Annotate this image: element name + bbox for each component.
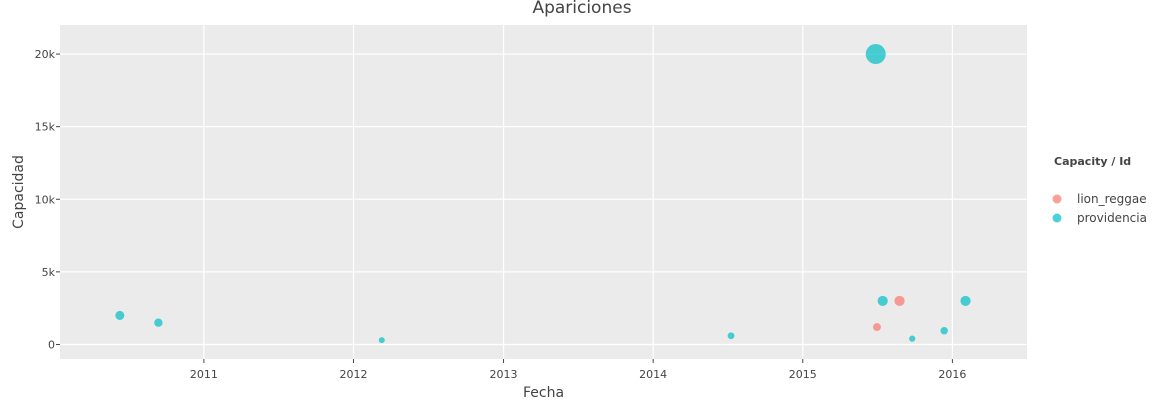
data-point-providencia [154, 318, 163, 327]
data-point-providencia [378, 337, 385, 344]
legend-marker-lion_reggae [1052, 194, 1062, 204]
data-point-providencia [877, 295, 888, 307]
y-tick-label: 5k [42, 266, 56, 279]
x-tick-label: 2014 [639, 368, 667, 381]
legend-title: Capacity / Id [1054, 155, 1131, 168]
legend-marker-providencia [1052, 213, 1062, 223]
legend-label-lion_reggae: lion_reggae [1077, 192, 1147, 206]
legend-label-providencia: providencia [1077, 211, 1147, 225]
data-point-lion_reggae [873, 323, 881, 332]
chart-title: Apariciones [532, 0, 631, 18]
plot-background [60, 25, 1027, 359]
x-tick-label: 2013 [490, 368, 518, 381]
x-tick-label: 2011 [190, 368, 218, 381]
x-tick-label: 2016 [938, 368, 966, 381]
y-tick-label: 20k [35, 48, 56, 61]
data-point-providencia [727, 332, 735, 340]
data-point-providencia [909, 335, 916, 342]
y-tick-label: 0 [48, 338, 55, 351]
x-axis: 2011 2012 2013 2014 2015 2016 [190, 359, 966, 381]
x-axis-title: Fecha [523, 385, 564, 400]
y-axis-title: Capacidad [11, 155, 27, 229]
data-point-providencia [940, 326, 948, 335]
x-tick-label: 2012 [340, 368, 368, 381]
legend: Capacity / Id lion_reggae providencia [1052, 155, 1147, 225]
y-tick-label: 15k [35, 121, 56, 134]
data-point-providencia [865, 44, 886, 65]
data-points [115, 44, 971, 344]
data-point-lion_reggae [894, 295, 905, 307]
y-tick-label: 10k [35, 193, 56, 206]
grid-lines [60, 25, 1027, 359]
data-point-providencia [960, 295, 971, 307]
x-tick-label: 2015 [789, 368, 817, 381]
y-axis: 0 5k 10k 15k 20k [35, 48, 60, 351]
data-point-providencia [115, 310, 125, 320]
